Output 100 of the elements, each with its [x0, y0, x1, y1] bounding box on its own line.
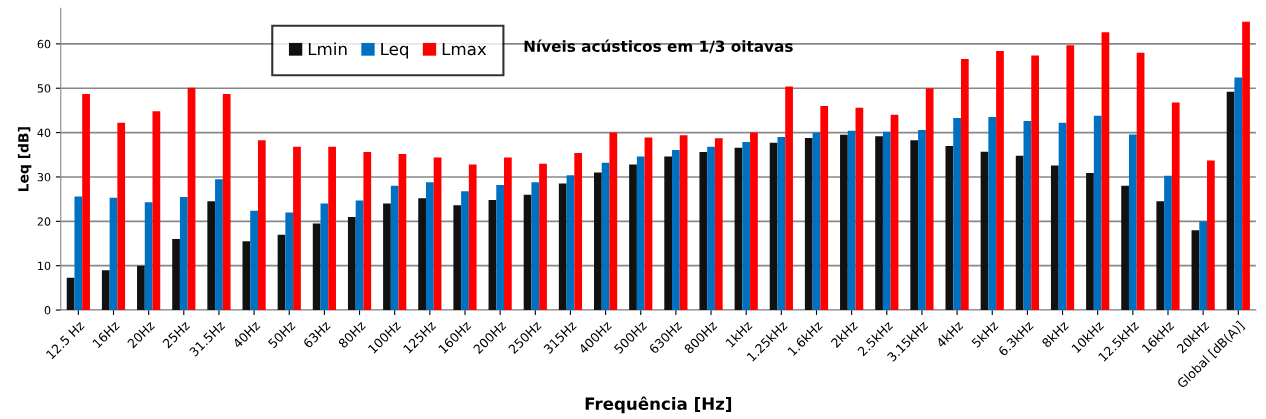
- bar: [66, 277, 75, 311]
- bar: [847, 130, 856, 311]
- bar: [996, 50, 1004, 311]
- bar: [988, 117, 997, 311]
- bar: [875, 136, 883, 311]
- bar: [1066, 45, 1075, 311]
- bar: [257, 140, 266, 311]
- bar: [750, 132, 758, 311]
- bar: [488, 200, 497, 311]
- bar: [144, 202, 153, 311]
- bar: [207, 201, 216, 311]
- bar: [1226, 91, 1235, 311]
- bar: [101, 270, 110, 311]
- legend-label: Leq: [381, 42, 408, 59]
- bar: [179, 196, 188, 311]
- bar: [347, 216, 356, 311]
- bar: [953, 117, 961, 311]
- bar: [1128, 134, 1137, 311]
- bar: [629, 164, 637, 311]
- bar: [1234, 77, 1243, 311]
- bar: [960, 58, 969, 311]
- bar: [980, 151, 989, 311]
- bar: [453, 205, 462, 311]
- bar: [152, 111, 161, 311]
- bar: [840, 134, 848, 311]
- bar: [699, 152, 708, 311]
- bar: [74, 196, 83, 311]
- bar: [1086, 172, 1094, 311]
- bar: [82, 94, 90, 311]
- bar: [312, 223, 321, 311]
- bar: [109, 197, 118, 311]
- bar: [734, 147, 743, 311]
- y-tick-label: 10: [38, 261, 51, 271]
- bar: [882, 131, 891, 311]
- bar: [1136, 52, 1145, 311]
- bar: [1242, 21, 1250, 311]
- bar: [707, 146, 715, 311]
- bar: [769, 142, 778, 311]
- bar: [504, 157, 512, 311]
- bar: [418, 198, 426, 311]
- bar: [117, 122, 126, 311]
- bar: [1023, 121, 1032, 311]
- bar: [242, 241, 251, 311]
- bar: [390, 185, 399, 311]
- bar: [523, 194, 532, 311]
- y-tick-label: 40: [37, 128, 51, 137]
- bar: [1156, 201, 1165, 311]
- bar: [1164, 175, 1172, 311]
- bar: [566, 175, 575, 311]
- bar: [433, 157, 442, 311]
- bar: [574, 153, 583, 311]
- bar: [137, 265, 145, 311]
- bar: [468, 164, 477, 311]
- bar: [910, 140, 919, 311]
- bar: [664, 156, 673, 311]
- bar: [644, 137, 653, 311]
- bar: [812, 132, 821, 311]
- bar: [1171, 102, 1180, 311]
- bar: [1101, 32, 1110, 311]
- bar: [398, 153, 407, 311]
- bar: [601, 162, 610, 311]
- bar: [804, 137, 813, 311]
- bar: [609, 132, 618, 311]
- bar: [531, 182, 540, 311]
- bar: [1031, 55, 1039, 311]
- bar: [285, 212, 294, 311]
- bar: [293, 146, 301, 311]
- y-tick-label: 20: [37, 217, 51, 226]
- bar: [945, 145, 954, 311]
- bar: [925, 88, 934, 311]
- bar: [277, 234, 286, 311]
- bar: [890, 114, 899, 311]
- bar: [172, 239, 180, 311]
- bar: [558, 183, 567, 311]
- text: Níveis acústicos em 1/3 oitavas: [524, 39, 793, 54]
- bar: [785, 86, 793, 311]
- bar: [1015, 155, 1024, 311]
- bar: [1050, 165, 1059, 311]
- bar: [215, 179, 223, 311]
- y-tick-label: 50: [37, 84, 51, 93]
- bar: [1191, 230, 1200, 311]
- bar: [1121, 185, 1129, 311]
- bar: [679, 135, 688, 311]
- legend-label: Lmin: [308, 42, 347, 56]
- y-tick-label: 30: [37, 172, 51, 182]
- bar: [461, 191, 469, 311]
- y-tick-label: 60: [37, 39, 51, 49]
- bar: [594, 172, 602, 311]
- bar: [1058, 122, 1067, 311]
- bar: [383, 203, 391, 311]
- bar: [250, 210, 258, 311]
- bar: [742, 141, 751, 311]
- legend-label: Lmax: [442, 42, 487, 56]
- bar: [222, 94, 231, 311]
- bar: [672, 149, 680, 311]
- bar: [1207, 160, 1215, 311]
- bar: [496, 184, 505, 311]
- bar: [636, 156, 645, 311]
- bar: [777, 137, 786, 311]
- bar: [355, 200, 364, 311]
